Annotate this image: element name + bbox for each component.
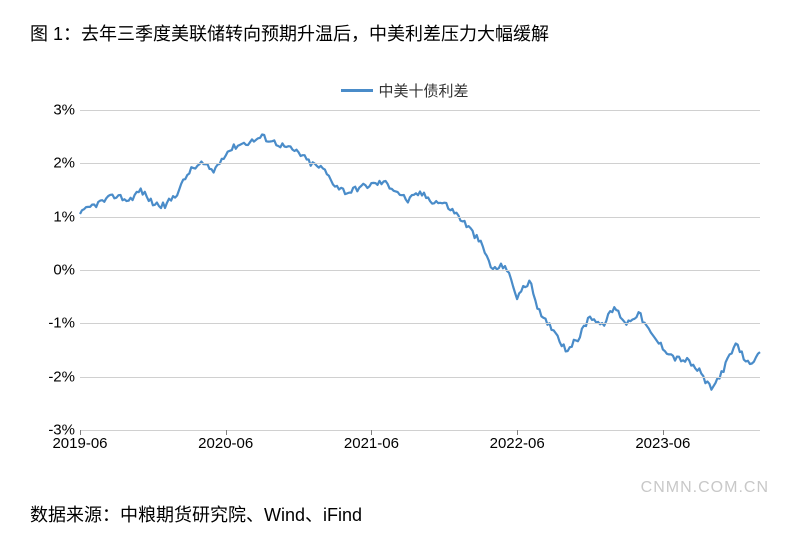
legend-label: 中美十债利差	[378, 80, 468, 101]
series-line	[80, 135, 760, 390]
gridline	[80, 377, 760, 378]
gridline	[80, 110, 760, 111]
watermark: CNMN.COM.CN	[641, 479, 769, 497]
gridline	[80, 323, 760, 324]
y-tick-label: -1%	[30, 315, 75, 332]
y-tick-label: 0%	[30, 262, 75, 279]
x-tick-label: 2022-06	[490, 435, 545, 452]
legend-line-icon	[340, 89, 372, 92]
x-tick-label: 2023-06	[635, 435, 690, 452]
gridline	[80, 217, 760, 218]
y-axis: 3%2%1%0%-1%-2%-3%	[30, 110, 80, 430]
chart-plot-area	[80, 110, 760, 430]
gridline	[80, 430, 760, 431]
x-tick-label: 2019-06	[52, 435, 107, 452]
gridline	[80, 163, 760, 164]
x-tick-label: 2021-06	[344, 435, 399, 452]
y-tick-label: 2%	[30, 155, 75, 172]
x-tick-label: 2020-06	[198, 435, 253, 452]
y-tick-label: 3%	[30, 102, 75, 119]
y-tick-label: -2%	[30, 368, 75, 385]
gridline	[80, 270, 760, 271]
x-axis: 2019-062020-062021-062022-062023-06	[80, 435, 760, 460]
chart-title: 图 1：去年三季度美联储转向预期升温后，中美利差压力大幅缓解	[30, 20, 549, 46]
legend: 中美十债利差	[340, 80, 468, 101]
y-tick-label: 1%	[30, 208, 75, 225]
data-source: 数据来源：中粮期货研究院、Wind、iFind	[30, 501, 362, 527]
